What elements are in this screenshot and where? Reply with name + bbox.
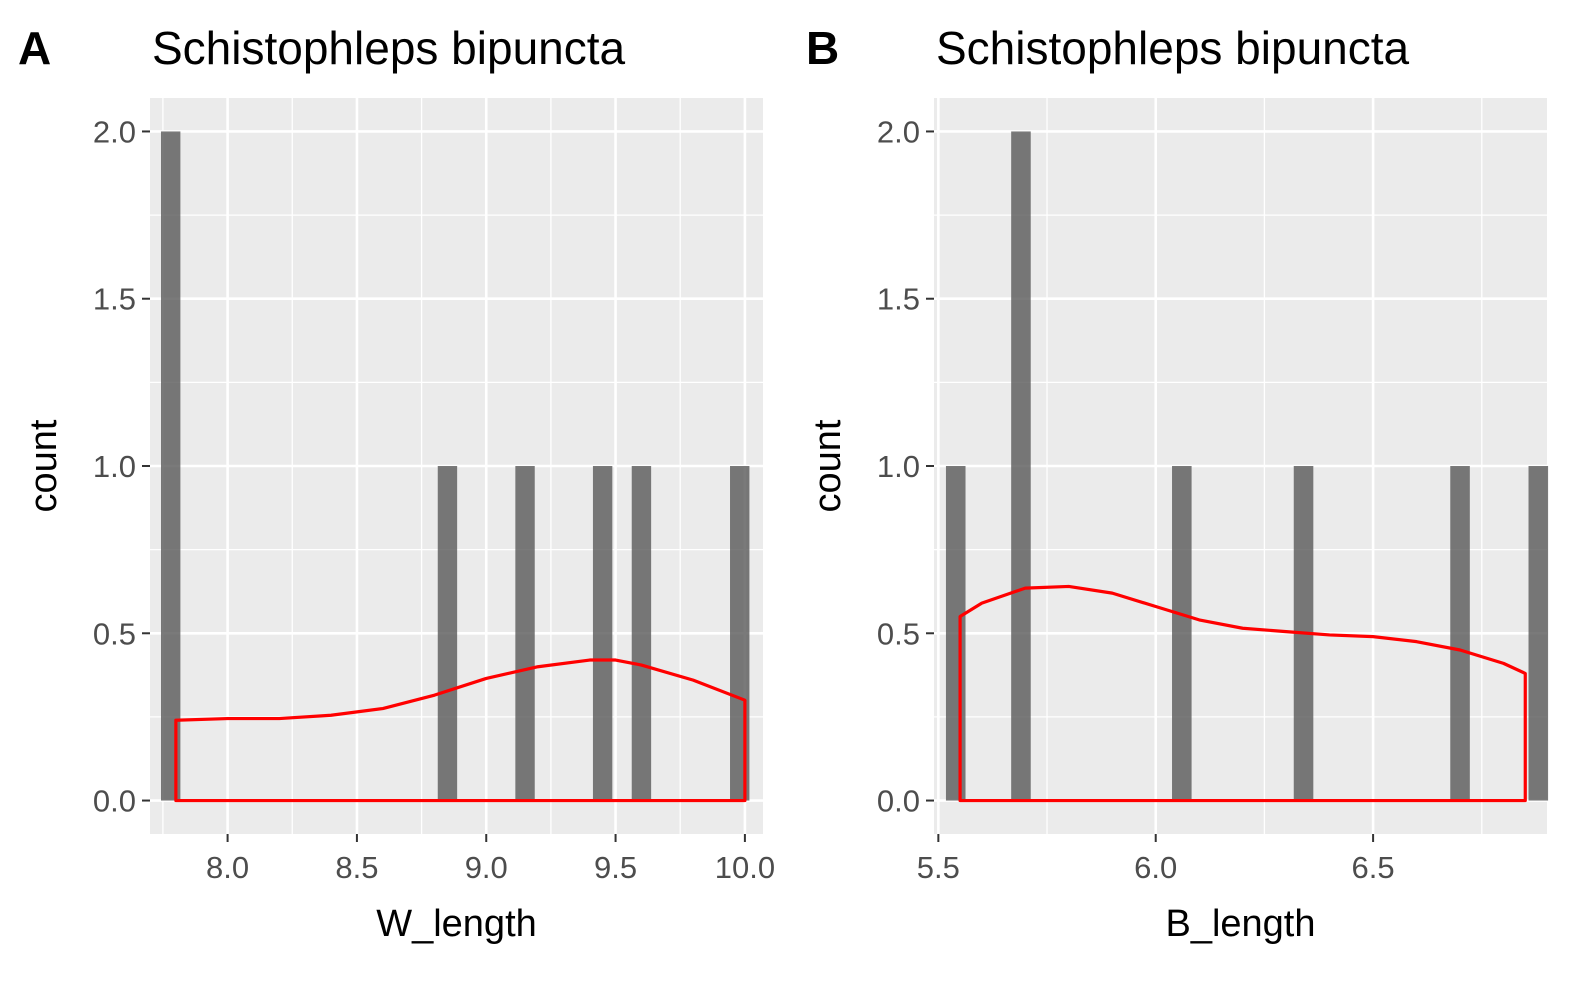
y-axis-title-b: count [807, 419, 849, 512]
histogram-bar [1172, 466, 1192, 801]
y-tick-label: 1.0 [877, 449, 920, 484]
y-tick-label: 0.0 [877, 784, 920, 819]
y-tick-label: 1.5 [93, 282, 136, 317]
x-tick-label: 9.5 [594, 850, 637, 885]
chart-title-a: Schistophleps bipuncta [152, 22, 626, 74]
x-tick-label: 8.0 [206, 850, 249, 885]
panel-b: B Schistophleps bipuncta 0.0 0.5 1.0 1.5 2.0… [806, 22, 1549, 945]
x-axis-title-a: W_length [376, 903, 537, 945]
y-tick-label: 1.0 [93, 449, 136, 484]
chart-title-b: Schistophleps bipuncta [936, 22, 1410, 74]
histogram-bar [160, 131, 181, 801]
panel-a: A Schistophleps bipuncta 0.0 0.5 1.0 1.5 2.0… [18, 22, 775, 945]
x-tick-label: 5.5 [917, 850, 960, 885]
y-tick-label: 2.0 [93, 114, 136, 149]
histogram-bar [1011, 131, 1031, 801]
histogram-bar [631, 466, 652, 801]
y-axis-title-a: count [23, 419, 65, 512]
x-tick-label: 6.5 [1352, 850, 1395, 885]
x-tick-label: 9.0 [465, 850, 508, 885]
histogram-bar [945, 466, 966, 801]
density-curve [958, 584, 1527, 803]
y-tick-label: 0.0 [93, 784, 136, 819]
y-tick-label: 2.0 [877, 114, 920, 149]
x-tick-label: 10.0 [715, 850, 775, 885]
y-tick-label: 0.5 [93, 616, 136, 651]
histogram-bar [1528, 466, 1549, 801]
histogram-bar [1450, 466, 1470, 801]
y-tick-label: 0.5 [877, 616, 920, 651]
histogram-bar [730, 466, 750, 801]
histogram-bar [592, 466, 613, 801]
x-tick-label: 6.0 [1134, 850, 1177, 885]
panel-tag-a: A [18, 22, 51, 74]
y-tick-label: 1.5 [877, 282, 920, 317]
histogram-bar [437, 466, 458, 801]
density-curve [174, 658, 747, 803]
x-axis-title-b: B_length [1165, 903, 1315, 945]
panel-tag-b: B [806, 22, 839, 74]
histogram-bar [515, 466, 535, 801]
x-tick-label: 8.5 [335, 850, 378, 885]
